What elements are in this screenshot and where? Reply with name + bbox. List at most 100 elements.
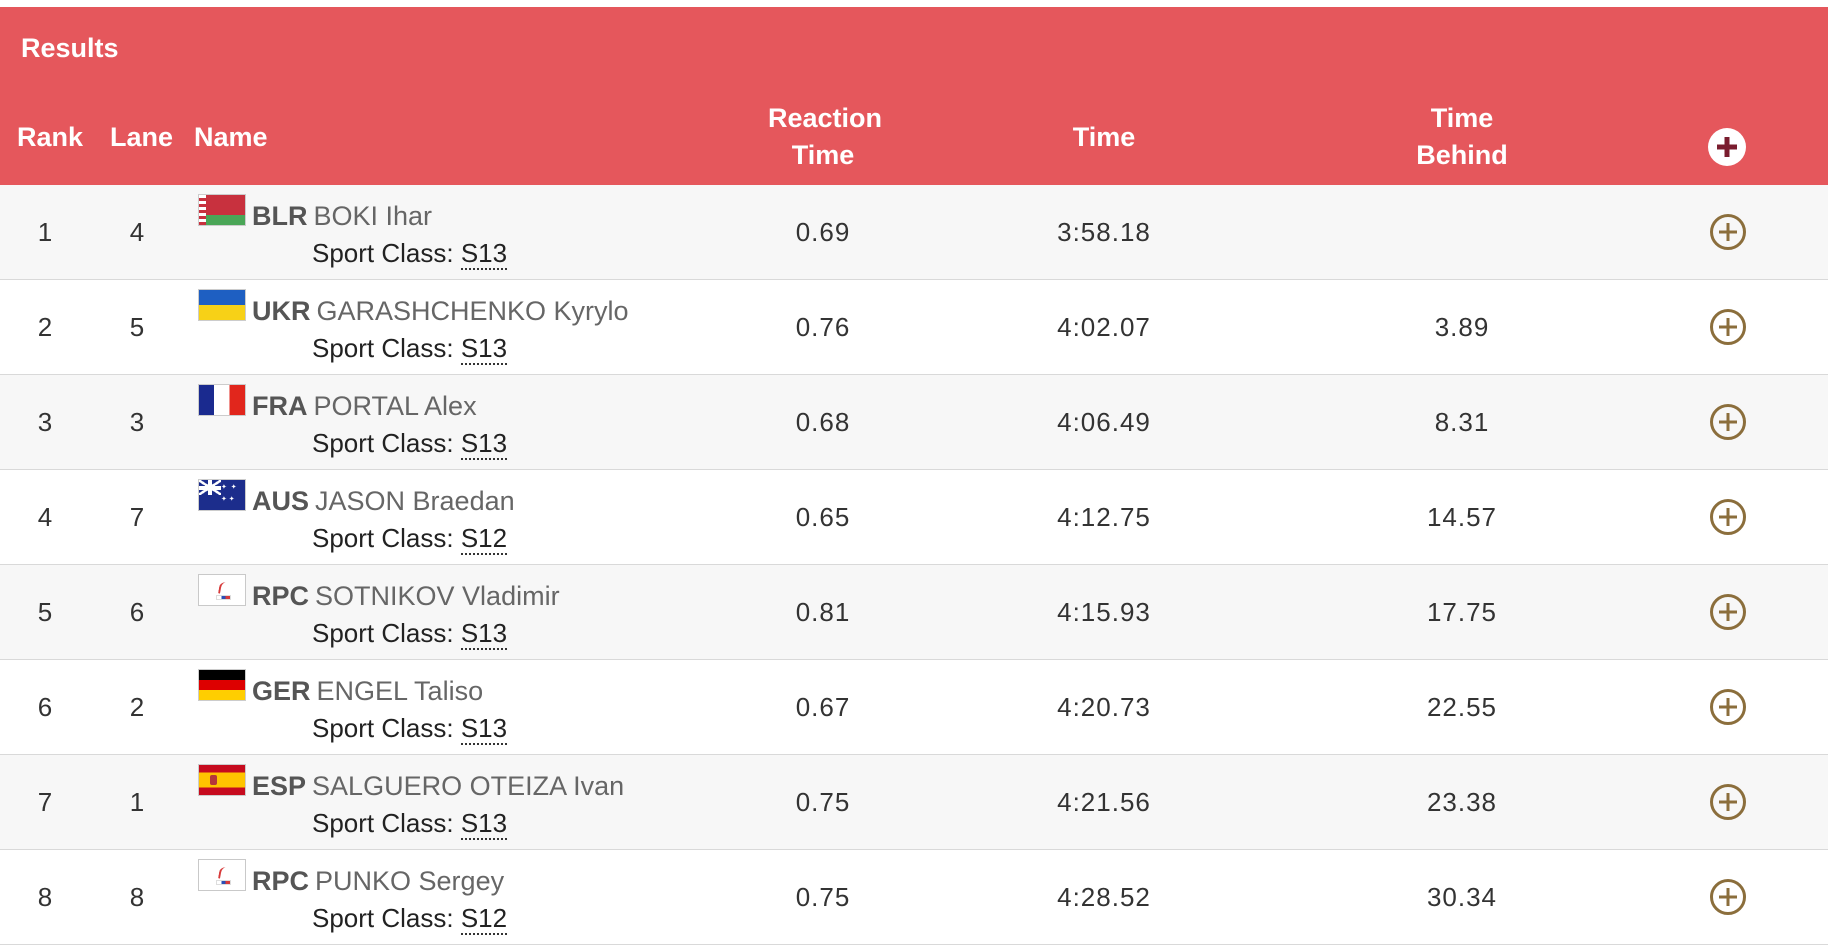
sport-class: Sport Class: S13 [198, 333, 678, 365]
plus-circle-icon [1710, 594, 1746, 630]
column-header-rank: Rank [17, 121, 84, 152]
athlete-cell: RPC PUNKO Sergey Sport Class: S12 [198, 859, 678, 935]
athlete-name[interactable]: JASON Braedan [315, 485, 515, 516]
table-row: 1 4 BLR BOKI Ihar Sport Class: S13 0.69 … [0, 185, 1828, 280]
sport-class: Sport Class: S12 [198, 903, 678, 935]
table-row: 7 1 ESP SALGUERO OTEIZA Ivan Sport Class… [0, 755, 1828, 850]
athlete-name[interactable]: SALGUERO OTEIZA Ivan [312, 770, 625, 801]
country-code: FRA [252, 390, 308, 421]
country-code: BLR [252, 200, 308, 231]
flag-rpc-icon [198, 574, 246, 606]
athlete-name[interactable]: BOKI Ihar [313, 200, 433, 231]
table-row: 3 3 FRA PORTAL Alex Sport Class: S13 0.6… [0, 375, 1828, 470]
athlete-cell: UKR GARASHCHENKO Kyrylo Sport Class: S13 [198, 289, 678, 365]
reaction-time-cell: 0.76 [795, 311, 851, 342]
athlete-name[interactable]: PORTAL Alex [313, 390, 477, 421]
plus-circle-icon [1710, 784, 1746, 820]
country-code: GER [252, 675, 311, 706]
flag-fra-icon [198, 384, 246, 416]
sport-class-label: Sport Class: [312, 428, 454, 458]
athlete-cell: FRA PORTAL Alex Sport Class: S13 [198, 384, 678, 460]
athlete-name[interactable]: ENGEL Taliso [316, 675, 484, 706]
lane-cell: 5 [129, 311, 145, 342]
time-behind-cell: 17.75 [1426, 596, 1498, 627]
athlete-cell: RPC SOTNIKOV Vladimir Sport Class: S13 [198, 574, 678, 650]
rank-cell: 6 [37, 691, 53, 722]
sport-class-value[interactable]: S13 [460, 238, 508, 270]
country-code: UKR [252, 295, 311, 326]
sport-class-value[interactable]: S13 [460, 428, 508, 460]
reaction-time-cell: 0.65 [795, 501, 851, 532]
sport-class-label: Sport Class: [312, 238, 454, 268]
expand-row-button[interactable] [1708, 280, 1748, 374]
time-cell: 3:58.18 [1057, 216, 1151, 247]
results-rows: 1 4 BLR BOKI Ihar Sport Class: S13 0.69 … [0, 185, 1828, 945]
sport-class-value[interactable]: S13 [460, 618, 508, 650]
sport-class-value[interactable]: S12 [460, 523, 508, 555]
sport-class: Sport Class: S13 [198, 808, 678, 840]
country-code: ESP [252, 770, 307, 801]
time-cell: 4:21.56 [1057, 786, 1151, 817]
expand-all-button[interactable] [1708, 127, 1748, 167]
lane-cell: 8 [129, 881, 145, 912]
athlete-name[interactable]: SOTNIKOV Vladimir [315, 580, 560, 611]
expand-row-button[interactable] [1708, 565, 1748, 659]
reaction-time-cell: 0.75 [795, 786, 851, 817]
flag-ukr-icon [198, 289, 246, 321]
time-cell: 4:12.75 [1057, 501, 1151, 532]
plus-circle-icon [1710, 689, 1746, 725]
country-code: AUS [252, 485, 310, 516]
reaction-time-cell: 0.75 [795, 881, 851, 912]
time-behind-cell: 30.34 [1426, 881, 1498, 912]
time-cell: 4:06.49 [1057, 406, 1151, 437]
sport-class-value[interactable]: S13 [460, 713, 508, 745]
plus-circle-icon [1710, 214, 1746, 250]
table-row: 2 5 UKR GARASHCHENKO Kyrylo Sport Class:… [0, 280, 1828, 375]
column-header-reaction-time: Reaction Time [733, 102, 913, 172]
lane-cell: 4 [129, 216, 145, 247]
table-row: 6 2 GER ENGEL Taliso Sport Class: S13 0.… [0, 660, 1828, 755]
flag-ger-icon [198, 669, 246, 701]
plus-circle-icon [1710, 309, 1746, 345]
lane-cell: 7 [129, 501, 145, 532]
column-header-time-behind: Time Behind [1372, 102, 1552, 172]
rank-cell: 1 [37, 216, 53, 247]
table-row: 5 6 RPC SOTNIKOV Vladimir Sport Class: S… [0, 565, 1828, 660]
sport-class-value[interactable]: S13 [460, 333, 508, 365]
sport-class: Sport Class: S13 [198, 428, 678, 460]
lane-cell: 2 [129, 691, 145, 722]
expand-row-button[interactable] [1708, 185, 1748, 279]
expand-row-button[interactable] [1708, 850, 1748, 944]
athlete-cell: ESP SALGUERO OTEIZA Ivan Sport Class: S1… [198, 764, 678, 840]
time-cell: 4:28.52 [1057, 881, 1151, 912]
column-header-name: Name [194, 121, 268, 152]
sport-class-label: Sport Class: [312, 333, 454, 363]
sport-class-value[interactable]: S13 [460, 808, 508, 840]
results-header: Results Rank Lane Name Reaction Time Tim… [0, 7, 1828, 185]
column-header-lane: Lane [110, 121, 174, 152]
time-behind-cell [1372, 185, 1552, 279]
athlete-cell: GER ENGEL Taliso Sport Class: S13 [198, 669, 678, 745]
plus-circle-icon [1710, 499, 1746, 535]
rank-cell: 7 [37, 786, 53, 817]
sport-class: Sport Class: S12 [198, 523, 678, 555]
rank-cell: 3 [37, 406, 53, 437]
sport-class-value[interactable]: S12 [460, 903, 508, 935]
time-behind-cell: 3.89 [1434, 311, 1490, 342]
athlete-name[interactable]: GARASHCHENKO Kyrylo [316, 295, 629, 326]
country-code: RPC [252, 865, 310, 896]
expand-row-button[interactable] [1708, 660, 1748, 754]
table-row: 8 8 RPC PUNKO Sergey Sport Class: S12 0.… [0, 850, 1828, 945]
sport-class-label: Sport Class: [312, 713, 454, 743]
sport-class: Sport Class: S13 [198, 238, 678, 270]
expand-row-button[interactable] [1708, 375, 1748, 469]
section-title: Results [21, 33, 119, 63]
athlete-name[interactable]: PUNKO Sergey [315, 865, 505, 896]
expand-row-button[interactable] [1708, 470, 1748, 564]
reaction-time-cell: 0.81 [795, 596, 851, 627]
rank-cell: 2 [37, 311, 53, 342]
time-behind-cell: 22.55 [1426, 691, 1498, 722]
rank-cell: 4 [37, 501, 53, 532]
expand-row-button[interactable] [1708, 755, 1748, 849]
